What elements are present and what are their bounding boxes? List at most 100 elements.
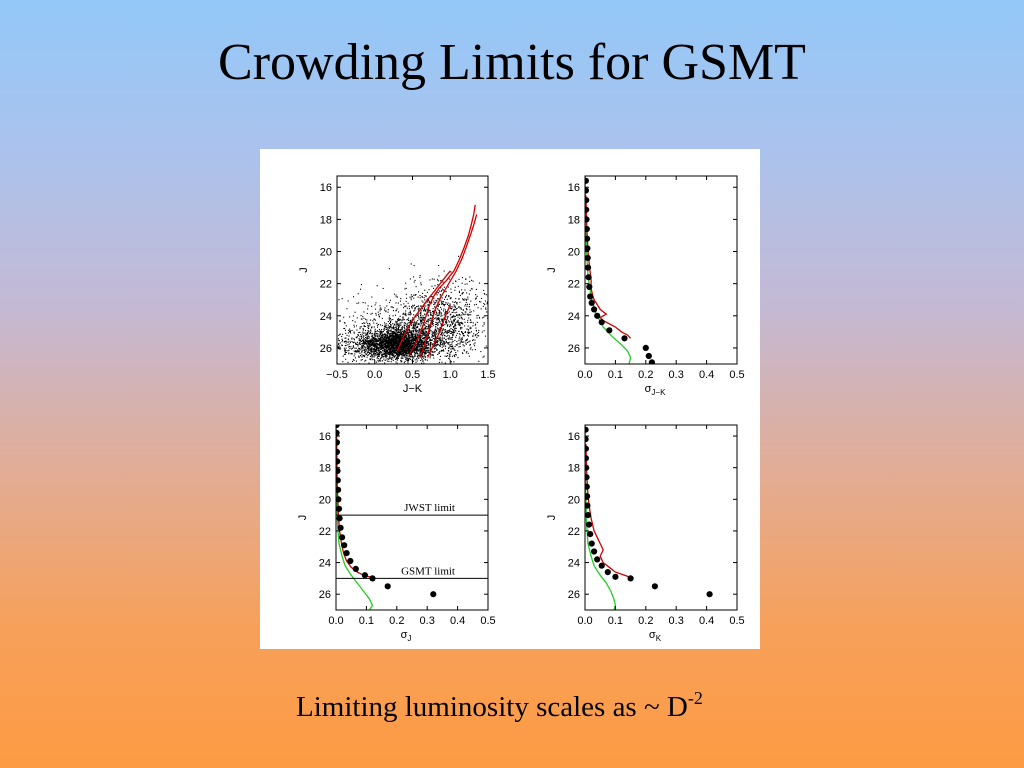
star-point xyxy=(429,319,431,321)
star-point xyxy=(370,327,372,329)
star-point xyxy=(423,324,425,326)
star-point xyxy=(396,343,398,345)
star-point xyxy=(393,346,395,348)
star-point xyxy=(413,341,415,343)
star-point xyxy=(388,351,390,353)
star-point xyxy=(370,355,372,357)
star-point xyxy=(421,300,423,302)
star-point xyxy=(458,298,460,300)
star-point xyxy=(381,331,383,333)
star-point xyxy=(396,337,398,339)
star-point xyxy=(335,345,336,346)
star-point xyxy=(457,321,459,323)
star-point xyxy=(345,353,347,355)
star-point xyxy=(413,324,415,326)
star-point xyxy=(385,338,387,340)
star-point xyxy=(385,348,387,350)
star-point xyxy=(283,333,284,334)
star-point xyxy=(450,348,452,350)
data-point xyxy=(585,177,589,184)
star-point xyxy=(434,302,436,304)
star-point xyxy=(479,317,481,319)
star-point xyxy=(394,339,396,341)
star-point xyxy=(338,340,340,342)
star-point xyxy=(334,334,335,335)
star-point xyxy=(369,331,371,333)
star-point xyxy=(400,304,402,306)
star-point xyxy=(362,347,364,349)
star-point xyxy=(402,353,404,355)
star-point xyxy=(450,291,452,293)
data-point xyxy=(585,502,591,509)
star-point xyxy=(441,303,443,305)
star-point xyxy=(441,346,443,348)
star-point xyxy=(427,336,429,338)
star-point xyxy=(437,332,439,334)
star-point xyxy=(386,331,388,333)
star-point xyxy=(457,357,459,359)
star-point xyxy=(367,326,369,328)
star-point xyxy=(372,341,374,343)
star-point xyxy=(424,341,426,343)
star-point xyxy=(402,341,404,343)
star-point xyxy=(399,351,401,353)
star-point xyxy=(404,349,406,351)
star-point xyxy=(425,309,427,311)
star-point xyxy=(453,348,455,350)
star-point xyxy=(410,356,412,358)
star-point xyxy=(434,337,436,339)
star-point xyxy=(382,338,384,340)
star-point xyxy=(315,345,316,346)
star-point xyxy=(470,319,472,321)
star-point xyxy=(462,344,464,346)
star-point xyxy=(393,349,395,351)
star-point xyxy=(376,342,378,344)
star-point xyxy=(385,340,387,342)
star-point xyxy=(367,348,369,350)
star-point xyxy=(356,351,358,353)
star-point xyxy=(366,349,368,351)
star-point xyxy=(433,357,435,359)
data-point xyxy=(585,235,591,242)
star-point xyxy=(411,340,413,342)
star-point xyxy=(422,343,424,345)
star-point xyxy=(370,350,372,352)
star-point xyxy=(384,336,386,338)
star-point xyxy=(403,330,405,332)
star-point xyxy=(380,338,382,340)
star-point xyxy=(424,329,426,331)
star-point xyxy=(373,338,375,340)
star-point xyxy=(372,334,374,336)
star-point xyxy=(469,344,471,346)
star-point xyxy=(440,313,442,315)
star-point xyxy=(412,305,414,307)
star-point xyxy=(362,327,364,329)
star-point xyxy=(363,317,365,319)
star-point xyxy=(397,334,399,336)
star-point xyxy=(359,326,361,328)
star-point xyxy=(485,307,487,309)
star-point xyxy=(405,349,407,351)
star-point xyxy=(455,330,457,332)
star-point xyxy=(407,333,409,335)
star-point xyxy=(489,289,490,290)
star-point xyxy=(353,296,355,298)
star-point xyxy=(388,344,390,346)
star-point xyxy=(364,322,366,324)
star-point xyxy=(365,337,367,339)
data-point xyxy=(648,359,655,364)
star-point xyxy=(374,339,376,341)
star-point xyxy=(434,306,436,308)
star-point xyxy=(374,334,376,336)
star-point xyxy=(417,319,419,321)
star-point xyxy=(448,354,450,356)
star-point xyxy=(355,325,357,327)
star-point xyxy=(417,344,419,346)
star-point xyxy=(393,327,395,329)
star-point xyxy=(451,311,453,313)
data-point xyxy=(341,542,348,549)
star-point xyxy=(458,314,460,316)
star-point xyxy=(413,294,415,296)
star-point xyxy=(431,351,433,353)
star-point xyxy=(397,328,399,330)
